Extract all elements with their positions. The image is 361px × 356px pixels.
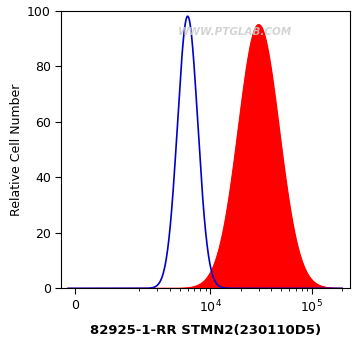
X-axis label: 82925-1-RR STMN2(230110D5): 82925-1-RR STMN2(230110D5) (90, 324, 321, 337)
Text: WWW.PTGLAB.COM: WWW.PTGLAB.COM (178, 27, 292, 37)
Y-axis label: Relative Cell Number: Relative Cell Number (10, 83, 23, 216)
